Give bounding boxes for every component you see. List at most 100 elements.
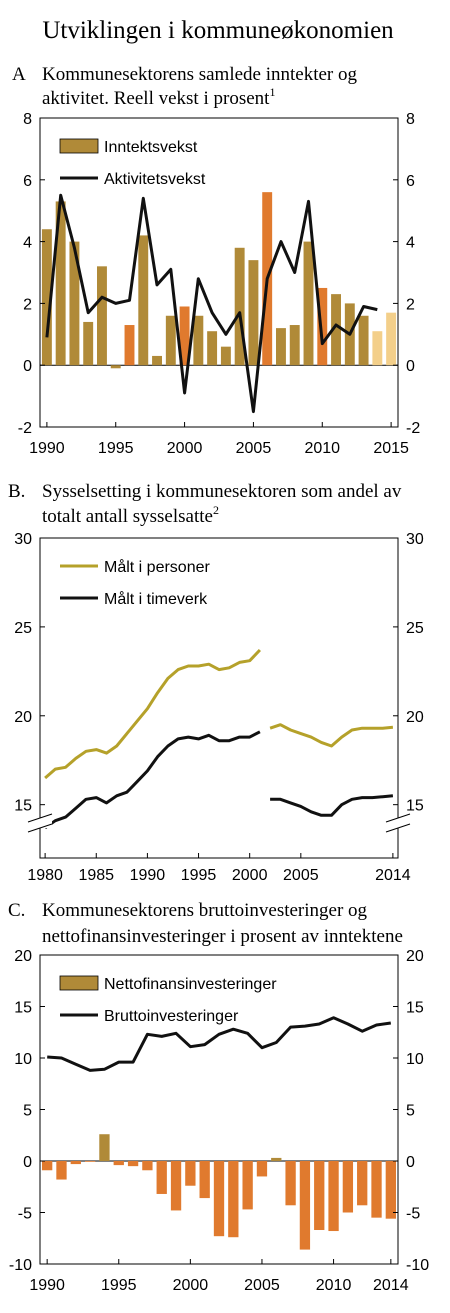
bar [185, 1161, 196, 1186]
bar [97, 266, 107, 366]
bar [83, 321, 94, 366]
page-title: Utviklingen i kommuneøkonomien [42, 17, 394, 44]
legend-swatch-bar [59, 975, 99, 991]
y-tick-label-right: -2 [406, 420, 420, 437]
bar [127, 1161, 139, 1167]
y-tick-label-left: 8 [23, 111, 32, 128]
bar [84, 1161, 96, 1162]
bar [285, 1161, 296, 1206]
bar [299, 1161, 311, 1250]
x-tick-label: 1995 [98, 440, 134, 457]
bar [248, 260, 259, 366]
panel-b-title-line1: Sysselsetting i kommunesektoren som ande… [42, 481, 402, 502]
x-tick-label: 2010 [304, 440, 340, 457]
bar [317, 287, 328, 366]
series-line [44, 730, 261, 830]
bar [228, 1161, 239, 1238]
y-tick-label-left: 20 [14, 948, 32, 965]
legend-label: Målt i timeverk [104, 590, 208, 608]
y-tick-label-left: 25 [14, 620, 32, 637]
bar [55, 201, 66, 366]
panel-b-frame [39, 537, 399, 859]
bar [99, 1134, 110, 1161]
bar [276, 328, 286, 366]
bar [357, 1161, 368, 1206]
x-tick-label: 2000 [167, 440, 203, 457]
x-tick-label: 2010 [316, 1277, 352, 1294]
y-tick-label-right: 2 [406, 296, 415, 313]
axis-break-mark-left [27, 823, 53, 833]
bar [41, 229, 52, 366]
axis-break-gap-right [386, 818, 410, 828]
y-tick-label-right: 15 [406, 798, 424, 815]
y-tick-label-right: 30 [406, 531, 424, 548]
legend-label: Aktivitetsvekst [104, 171, 206, 188]
panel-c-letter: C. [8, 900, 25, 921]
bar [220, 346, 231, 366]
panel-c-title-line1: Kommunesektorens bruttoinvesteringer og [42, 900, 368, 921]
bar [234, 247, 245, 366]
x-tick-label: 2000 [173, 1277, 209, 1294]
x-tick-label: 1980 [27, 867, 63, 884]
bar [385, 1161, 396, 1219]
y-tick-label-right: 6 [406, 173, 415, 190]
bar [303, 241, 314, 366]
x-tick-label: 2015 [373, 440, 409, 457]
bar [328, 1161, 339, 1232]
bar [213, 1161, 225, 1237]
x-tick-label: 1990 [29, 440, 65, 457]
bar [372, 331, 383, 366]
axis-break-gap-left [28, 818, 52, 828]
panel-c: C. Kommunesektorens bruttoinvesteringer o… [8, 900, 429, 1294]
legend-label: Nettofinansinvesteringer [104, 976, 277, 993]
bar [138, 235, 149, 366]
y-tick-label-right: -10 [406, 1257, 429, 1274]
series-line [44, 648, 261, 780]
y-tick-label-right: 0 [406, 358, 415, 375]
y-tick-label-left: -5 [18, 1206, 32, 1223]
bar [165, 315, 176, 366]
bar [331, 294, 341, 366]
panel-c-title-line2: nettofinansinvesteringer i prosent av in… [42, 926, 403, 947]
x-tick-label: 1985 [78, 867, 114, 884]
y-tick-label-left: 2 [23, 296, 32, 313]
y-tick-label-right: 25 [406, 620, 424, 637]
series-line [270, 794, 394, 817]
bar [193, 315, 204, 366]
y-tick-label-right: 20 [406, 709, 424, 726]
x-tick-label: 1990 [130, 867, 166, 884]
y-tick-label-left: 6 [23, 173, 32, 190]
axis-break-mark-right [385, 823, 411, 833]
x-tick-label: 2014 [375, 867, 411, 884]
y-tick-label-right: 8 [406, 111, 415, 128]
panel-b-title-line2: totalt antall sysselsatte2 [42, 503, 219, 527]
x-tick-label: 2005 [236, 440, 272, 457]
x-tick-label: 1990 [29, 1277, 65, 1294]
bar [110, 365, 121, 369]
bar [124, 325, 135, 366]
bar [371, 1161, 382, 1218]
panel-a-title-line1: Kommunesektorens samlede inntekter og [42, 64, 358, 85]
legend-label: Målt i personer [104, 558, 210, 576]
series-line [269, 723, 394, 748]
y-tick-label-left: -2 [18, 420, 32, 437]
axis-break-mark-left [27, 813, 53, 823]
y-tick-label-left: 15 [14, 798, 32, 815]
y-tick-label-left: -10 [9, 1257, 32, 1274]
y-tick-label-left: 0 [23, 358, 32, 375]
bar [207, 331, 218, 366]
bar [386, 312, 397, 366]
y-tick-label-left: 4 [23, 235, 32, 252]
bar [42, 1161, 53, 1171]
y-tick-label-left: 20 [14, 709, 32, 726]
y-tick-label-right: 20 [406, 948, 424, 965]
panel-a: A Kommunesektorens samlede inntekter ogak… [12, 64, 420, 457]
bar [152, 355, 162, 366]
legend-label: Bruttoinvesteringer [104, 1008, 239, 1025]
panel-b-letter: B. [8, 481, 25, 502]
y-tick-label-right: 15 [406, 1000, 424, 1017]
legend-swatch-bar [59, 138, 99, 154]
bar [142, 1161, 153, 1171]
bar [56, 1161, 67, 1180]
